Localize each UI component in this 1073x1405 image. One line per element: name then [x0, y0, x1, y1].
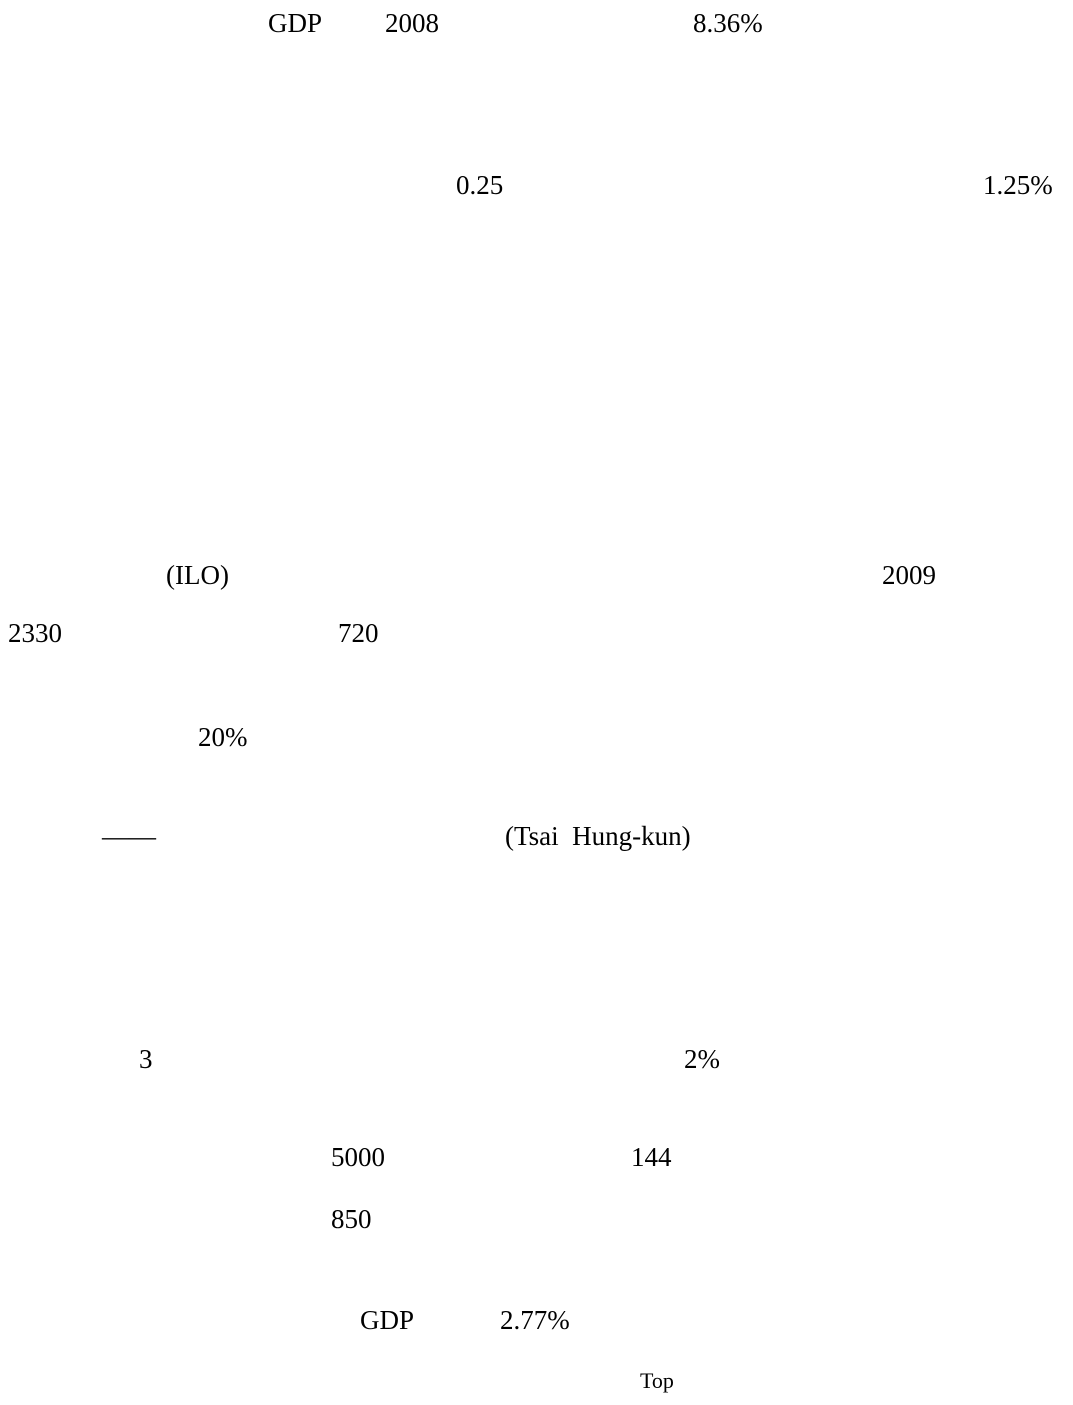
text-fragment: 850	[331, 1204, 372, 1234]
top-link[interactable]: Top	[640, 1368, 674, 1393]
text-fragment: 8.36%	[693, 8, 763, 38]
text-fragment: 2%	[684, 1044, 720, 1074]
text-fragment: 1.25%	[983, 170, 1053, 200]
text-fragment: 2009	[882, 560, 936, 590]
text-fragment: 2.77%	[500, 1305, 570, 1335]
text-fragment: 2008	[385, 8, 439, 38]
text-fragment: 5000	[331, 1142, 385, 1172]
text-fragment: 2330	[8, 618, 62, 648]
text-fragment: (ILO)	[166, 560, 229, 590]
text-fragment: GDP	[268, 8, 323, 38]
text-fragment: (Tsai Hung-kun)	[505, 821, 691, 851]
text-fragment: GDP	[360, 1305, 415, 1335]
text-fragment: 3	[139, 1044, 153, 1074]
text-fragment: ——	[102, 821, 156, 851]
text-fragment: 144	[631, 1142, 672, 1172]
text-fragment: 0.25	[456, 170, 504, 200]
text-fragment: 720	[338, 618, 379, 648]
text-fragment: 20%	[198, 722, 248, 752]
